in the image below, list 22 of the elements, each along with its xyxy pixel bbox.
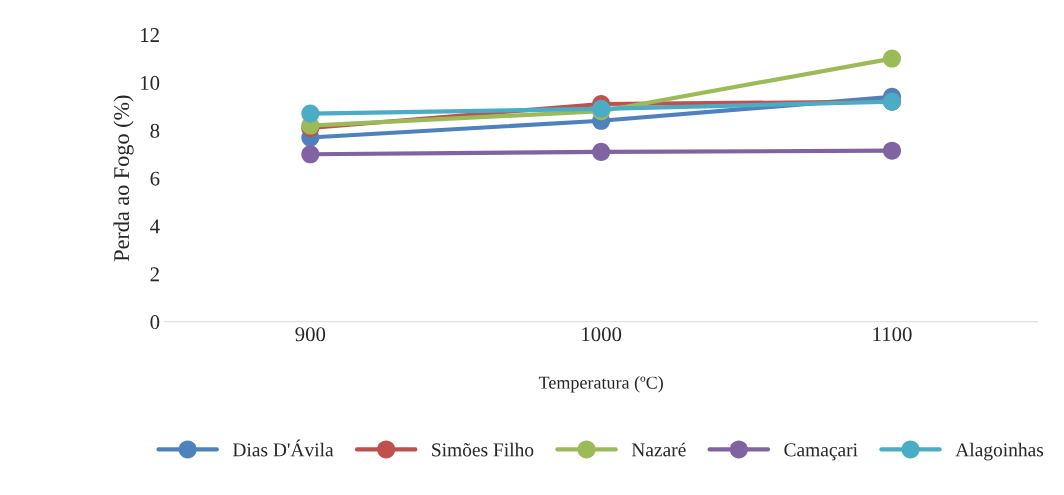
y-tick-label: 0 xyxy=(150,315,160,330)
x-axis-title: Temperatura (ºC) xyxy=(538,376,663,393)
y-tick-label: 10 xyxy=(141,75,160,90)
y-tick-label: 8 xyxy=(150,123,160,138)
y-tick-label: 12 xyxy=(141,28,159,42)
point xyxy=(301,145,320,164)
x-tick-label: 1000 xyxy=(582,327,622,342)
point xyxy=(301,104,320,123)
legend-label: Dias D'Ávila xyxy=(232,439,334,457)
y-tick-label: 2 xyxy=(150,267,159,282)
x-tick-label: 1100 xyxy=(873,327,912,342)
y-axis-title: Perda ao Fogo (%) xyxy=(113,95,134,262)
y-tick-label: 4 xyxy=(150,219,160,234)
point xyxy=(882,49,902,68)
x-tick-label: 900 xyxy=(295,327,326,342)
legend-label: Alagoinhas xyxy=(955,442,1044,461)
point xyxy=(882,141,902,160)
y-tick-label: 6 xyxy=(150,171,160,186)
point xyxy=(592,142,611,161)
legend-label: Simões Filho xyxy=(432,442,534,457)
legend-label: Nazaré xyxy=(631,442,686,457)
legend-label: Camaçari xyxy=(784,443,858,461)
